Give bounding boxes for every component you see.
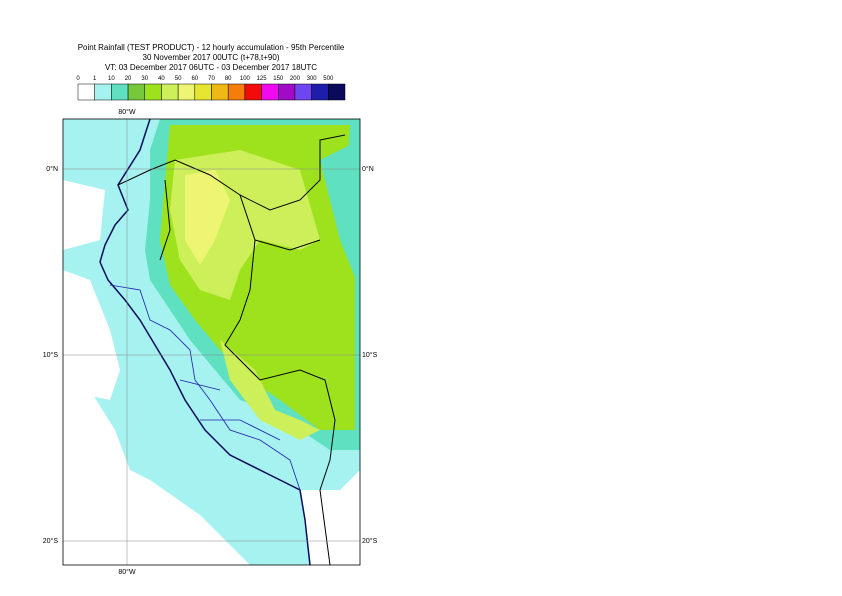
colorbar-box	[161, 83, 179, 101]
lat-labels: 0°N 0°N 10°S 10°S 20°S 20°S	[43, 165, 378, 545]
colorbar-label: 200	[290, 76, 301, 82]
colorbar-box	[94, 83, 112, 101]
colorbar-label: 150	[273, 76, 284, 82]
valid-time: VT: 03 December 2017 06UTC - 03 December…	[105, 63, 317, 72]
lat-label: 10°S	[362, 351, 378, 359]
colorbar-label: 100	[240, 76, 251, 82]
colorbar-label: 125	[257, 76, 268, 82]
colorbar-label: 60	[191, 76, 198, 82]
colorbar-box	[261, 83, 279, 101]
lat-label: 20°S	[43, 537, 59, 545]
colorbar-box	[294, 83, 312, 101]
colorbar-label: 30	[141, 76, 148, 82]
colorbar-box	[211, 83, 229, 101]
lon-label: 80°W	[118, 568, 136, 576]
colorbar-label: 20	[125, 76, 132, 82]
colorbar-box	[77, 83, 95, 101]
colorbar-label: 10	[108, 76, 115, 82]
lat-label: 10°S	[43, 351, 59, 359]
colorbar: 0 1 10 20 30 40 50 60 70 80 100 125 150 200 300 500	[76, 76, 346, 101]
lon-label: 80°W	[118, 108, 136, 116]
colorbar-box	[127, 83, 145, 101]
lat-label: 0°N	[46, 165, 58, 173]
colorbar-box	[177, 83, 196, 101]
colorbar-label: 80	[225, 76, 232, 82]
colorbar-box	[328, 83, 346, 101]
colorbar-label: 500	[323, 76, 334, 82]
colorbar-label: 300	[307, 76, 318, 82]
map: 80°W 80°W 0°N 0°N 10°S 10°S 20°S 20°S	[43, 108, 378, 576]
colorbar-box	[311, 83, 329, 101]
colorbar-box	[244, 83, 262, 101]
colorbar-box	[194, 83, 212, 101]
subtitle: 30 November 2017 00UTC (t+78,t+90)	[143, 53, 280, 62]
colorbar-label: 0	[76, 76, 80, 82]
colorbar-box	[227, 83, 246, 101]
colorbar-box	[144, 83, 162, 101]
title: Point Rainfall (TEST PRODUCT) - 12 hourl…	[78, 43, 345, 52]
colorbar-box	[278, 83, 296, 101]
colorbar-label: 70	[208, 76, 215, 82]
lat-label: 20°S	[362, 537, 378, 545]
lat-label: 0°N	[362, 165, 374, 173]
colorbar-box	[111, 83, 129, 101]
colorbar-label: 1	[93, 76, 97, 82]
colorbar-label: 50	[175, 76, 182, 82]
colorbar-label: 40	[158, 76, 165, 82]
